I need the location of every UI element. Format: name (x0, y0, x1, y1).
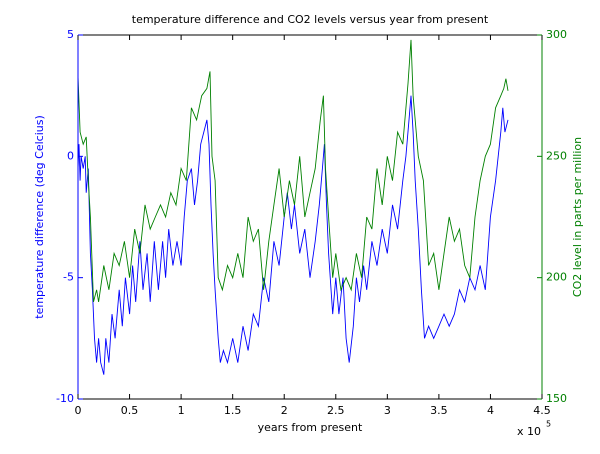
y-axis-label: temperature difference (deg Celcius) (33, 115, 46, 318)
y-tick-label: -10 (56, 392, 74, 405)
y2-tick-label: 150 (546, 392, 567, 405)
x-axis-label: years from present (258, 421, 363, 434)
x-tick-label: 2 (281, 404, 288, 417)
chart-title: temperature difference and CO2 levels ve… (132, 13, 489, 26)
x-tick-label: 4 (487, 404, 494, 417)
x-multiplier-exponent: 5 (546, 420, 551, 429)
y-tick-label: -5 (63, 271, 74, 284)
x-tick-label: 3.5 (430, 404, 448, 417)
x-tick-label: 0.5 (121, 404, 139, 417)
data-line (77, 95, 509, 375)
y2-tick-label: 250 (546, 149, 567, 162)
x-tick-label: 1 (178, 404, 185, 417)
y2-tick-label: 300 (546, 28, 567, 41)
x-tick-label: 3 (384, 404, 391, 417)
data-line (77, 39, 509, 303)
x-tick-label: 4.5 (533, 404, 551, 417)
x-tick-label: 2.5 (327, 404, 345, 417)
x-tick-label: 1.5 (224, 404, 242, 417)
x-tick-label: 0 (75, 404, 82, 417)
x-multiplier: x 10 (517, 425, 541, 438)
y2-axis-label: CO2 level in parts per million (571, 137, 584, 297)
y-tick-label: 5 (67, 28, 74, 41)
y-tick-label: 0 (67, 149, 74, 162)
y2-tick-label: 200 (546, 271, 567, 284)
